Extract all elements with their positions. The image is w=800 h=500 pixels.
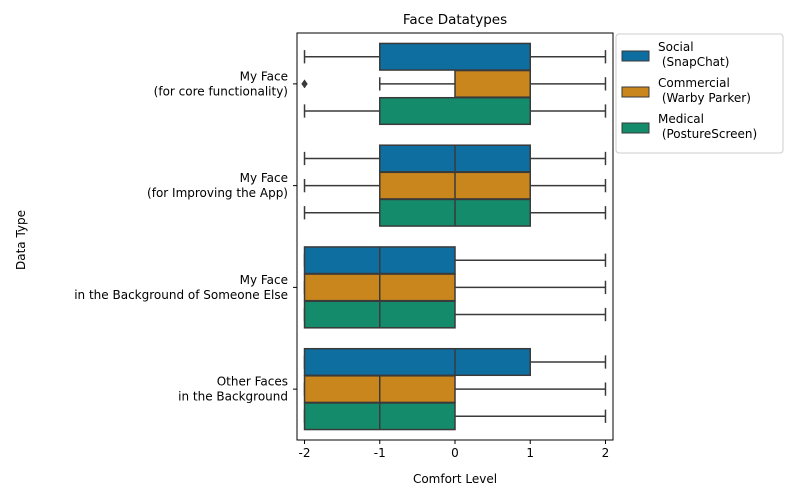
y-tick-label: My Face (for core functionality) [154,69,288,98]
box-iqr [454,69,531,98]
legend-label: Social (SnapChat) [658,40,729,69]
legend-label: Commercial (Warby Parker) [658,76,751,105]
x-axis: -2 -1 0 1 2 [299,440,610,460]
y-axis-label: Data Type [14,210,28,270]
x-tick-label: -2 [299,446,311,460]
y-tick-label: My Face (for Improving the App) [147,171,288,200]
x-tick-label: 1 [526,446,534,460]
series-group [303,96,607,431]
y-tick-label: Other Faces in the Background [178,375,288,404]
x-tick-label: 2 [602,446,610,460]
series-group [303,42,607,377]
legend-swatch [621,86,650,98]
box-iqr [303,347,531,377]
legend: Social (SnapChat) Commercial (Warby Parke… [615,33,784,154]
y-tick-label: My Face in the Background of Someone Else [74,273,288,302]
x-tick-label: -1 [374,446,386,460]
y-axis: My Face (for core functionality) My Face (f… [74,69,297,404]
legend-label: Medical (PostureScreen) [658,112,757,141]
legend-frame [615,33,784,154]
legend-swatch [621,50,650,62]
series-group [301,69,607,404]
box-iqr [379,42,531,71]
plot-area [296,32,614,441]
x-tick-label: 0 [451,446,459,460]
x-axis-label: Comfort Level [413,472,497,486]
box-iqr [379,96,531,126]
box-flier [301,79,308,89]
legend-swatch [621,122,650,134]
chart-title: Face Datatypes [403,12,507,28]
